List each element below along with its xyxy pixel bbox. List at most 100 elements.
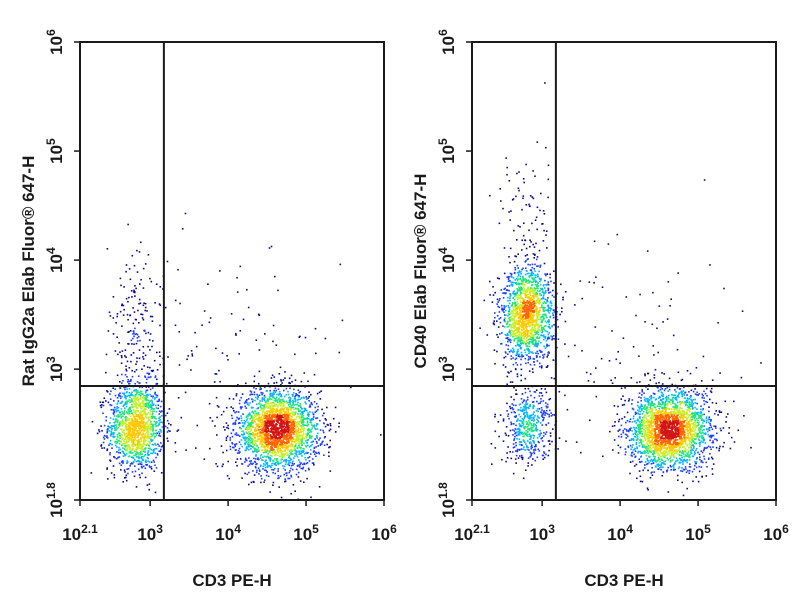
data-point <box>215 348 217 350</box>
data-point <box>179 331 181 333</box>
data-point <box>260 392 262 394</box>
data-point <box>143 410 145 412</box>
data-point <box>281 452 283 454</box>
data-point <box>115 409 117 411</box>
data-point <box>285 480 287 482</box>
data-point <box>295 379 297 381</box>
data-point <box>141 414 143 416</box>
data-point <box>602 456 604 458</box>
data-point <box>534 453 536 455</box>
data-point <box>137 433 139 435</box>
data-point <box>152 435 154 437</box>
data-point <box>503 418 505 420</box>
data-point <box>719 448 721 450</box>
data-point <box>646 464 648 466</box>
data-point <box>255 458 257 460</box>
data-point <box>244 406 246 408</box>
data-point <box>317 406 319 408</box>
data-point <box>307 422 309 424</box>
data-point <box>726 416 728 418</box>
data-point <box>497 315 499 317</box>
data-point <box>103 402 105 404</box>
data-point <box>503 312 505 314</box>
data-point <box>743 415 745 417</box>
data-point <box>286 422 288 424</box>
data-point <box>268 418 270 420</box>
data-point <box>329 446 331 448</box>
data-point <box>595 276 597 278</box>
data-point <box>137 435 139 437</box>
data-point <box>143 358 145 360</box>
data-point <box>304 418 306 420</box>
data-point <box>315 456 317 458</box>
data-point <box>133 411 135 413</box>
data-point <box>126 475 128 477</box>
data-point <box>160 411 162 413</box>
data-point <box>119 392 121 394</box>
data-point <box>269 448 271 450</box>
data-point <box>134 265 136 267</box>
data-point <box>536 259 538 261</box>
data-point <box>122 438 124 440</box>
data-point <box>156 411 158 413</box>
data-point <box>117 414 119 416</box>
data-point <box>530 456 532 458</box>
data-point <box>260 406 262 408</box>
data-point <box>258 447 260 449</box>
data-point <box>544 388 546 390</box>
data-point <box>241 406 243 408</box>
data-point <box>253 387 255 389</box>
data-point <box>652 324 654 326</box>
data-point <box>136 391 138 393</box>
data-point <box>135 429 137 431</box>
data-point <box>509 262 511 264</box>
data-point <box>298 472 300 474</box>
data-point <box>283 430 285 432</box>
data-point <box>514 438 516 440</box>
data-point <box>626 296 628 298</box>
data-point <box>129 392 131 394</box>
data-point <box>640 481 642 483</box>
data-point <box>290 408 292 410</box>
data-point <box>303 467 305 469</box>
data-point <box>141 408 143 410</box>
data-point <box>561 307 563 309</box>
data-point <box>692 471 694 473</box>
data-point <box>151 416 153 418</box>
data-point <box>282 406 284 408</box>
data-point <box>135 397 137 399</box>
data-point <box>122 393 124 395</box>
data-point <box>293 389 295 391</box>
data-point <box>134 383 136 385</box>
data-point <box>269 405 271 407</box>
data-point <box>262 468 264 470</box>
data-point <box>589 420 591 422</box>
data-point <box>295 434 297 436</box>
data-point <box>543 230 545 232</box>
data-point <box>717 322 719 324</box>
data-point <box>532 458 534 460</box>
data-point <box>269 425 271 427</box>
data-point <box>661 372 663 374</box>
data-point <box>278 486 280 488</box>
data-point <box>725 421 727 423</box>
data-point <box>302 435 304 437</box>
data-point <box>152 427 154 429</box>
data-point <box>292 437 294 439</box>
data-point <box>124 355 126 357</box>
data-point <box>521 249 523 251</box>
data-point <box>291 449 293 451</box>
data-point <box>149 278 151 280</box>
data-point <box>136 403 138 405</box>
data-point <box>267 453 269 455</box>
data-point <box>510 371 512 373</box>
data-point <box>279 391 281 393</box>
data-point <box>281 394 283 396</box>
data-point <box>535 219 537 221</box>
data-point <box>574 345 576 347</box>
data-point <box>301 426 303 428</box>
data-point <box>289 435 291 437</box>
data-point <box>380 434 382 436</box>
data-point <box>536 229 538 231</box>
data-point <box>560 284 562 286</box>
